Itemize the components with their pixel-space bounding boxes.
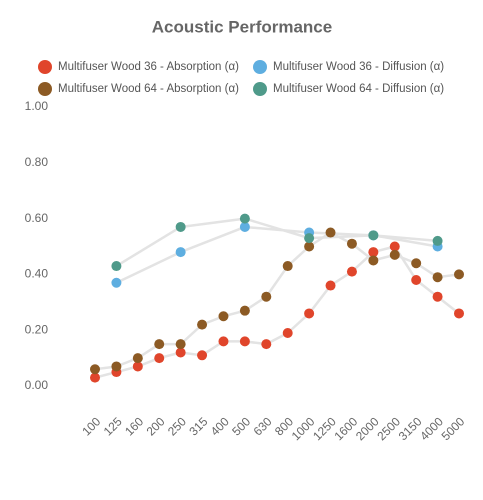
- data-point: [432, 291, 443, 302]
- data-point: [389, 241, 400, 252]
- data-point: [368, 247, 379, 258]
- data-point: [239, 221, 250, 232]
- x-tick-label: 5000: [439, 414, 468, 443]
- data-point: [454, 269, 464, 280]
- data-point: [346, 238, 357, 249]
- connector: [180, 225, 246, 254]
- y-tick-label: 0.20: [25, 322, 49, 336]
- legend-marker[interactable]: [253, 60, 267, 74]
- legend-label[interactable]: Multifuser Wood 64 - Diffusion (α): [273, 83, 444, 95]
- legend-label[interactable]: Multifuser Wood 36 - Diffusion (α): [273, 61, 444, 73]
- x-tick-label: 315: [186, 414, 210, 438]
- data-point: [239, 336, 250, 347]
- data-point: [175, 347, 186, 358]
- data-point: [111, 277, 122, 288]
- data-point: [325, 227, 336, 238]
- y-tick-label: 0.80: [25, 155, 49, 169]
- data-point: [304, 233, 315, 244]
- data-point: [239, 305, 250, 316]
- data-point: [175, 247, 186, 258]
- data-point: [454, 308, 464, 319]
- x-tick-label: 500: [229, 414, 253, 438]
- data-point: [218, 311, 229, 322]
- data-point: [175, 221, 186, 232]
- y-tick-label: 1.00: [25, 99, 49, 113]
- connector: [265, 265, 289, 298]
- data-point: [90, 364, 100, 375]
- data-point: [282, 327, 293, 338]
- data-point: [325, 280, 336, 291]
- connector: [309, 234, 374, 240]
- data-point: [111, 361, 122, 372]
- x-tick-label: 200: [144, 414, 168, 438]
- connector: [308, 284, 332, 315]
- data-point: [154, 339, 165, 350]
- x-tick-label: 400: [208, 414, 232, 438]
- connector: [373, 234, 438, 243]
- data-point: [197, 350, 208, 361]
- x-tick-label: 250: [165, 414, 189, 438]
- connector: [244, 217, 310, 240]
- data-point: [389, 249, 400, 260]
- data-point: [304, 308, 315, 319]
- legend-marker[interactable]: [38, 82, 52, 96]
- data-point: [368, 255, 379, 266]
- legend-label[interactable]: Multifuser Wood 36 - Absorption (α): [58, 61, 239, 73]
- legend-marker[interactable]: [253, 82, 267, 96]
- data-point: [346, 266, 357, 277]
- chart-title: Acoustic Performance: [152, 17, 332, 36]
- legend-marker[interactable]: [38, 60, 52, 74]
- x-tick-label: 160: [122, 414, 146, 438]
- data-point: [261, 291, 272, 302]
- x-tick-label: 100: [79, 414, 103, 438]
- data-point: [261, 339, 272, 350]
- connector: [115, 225, 182, 268]
- x-tick-label: 125: [101, 414, 125, 438]
- data-point: [432, 272, 443, 283]
- data-point: [90, 372, 100, 383]
- data-point: [368, 230, 379, 241]
- data-point: [411, 258, 422, 269]
- connector: [115, 250, 182, 284]
- y-tick-label: 0.40: [25, 267, 49, 281]
- data-point: [239, 213, 250, 224]
- data-point: [132, 361, 143, 372]
- data-point: [111, 261, 122, 272]
- data-point: [411, 274, 422, 285]
- y-tick-label: 0.60: [25, 211, 49, 225]
- data-point: [197, 319, 208, 330]
- legend-label[interactable]: Multifuser Wood 64 - Absorption (α): [58, 83, 239, 95]
- x-tick-label: 630: [251, 414, 275, 438]
- connector: [244, 225, 310, 234]
- data-point: [432, 235, 443, 246]
- connector: [180, 217, 246, 229]
- data-point: [304, 241, 315, 252]
- data-point: [175, 339, 186, 350]
- data-point: [132, 353, 143, 364]
- y-tick-label: 0.00: [25, 378, 49, 392]
- data-point: [282, 261, 293, 272]
- data-point: [154, 353, 165, 364]
- data-point: [218, 336, 229, 347]
